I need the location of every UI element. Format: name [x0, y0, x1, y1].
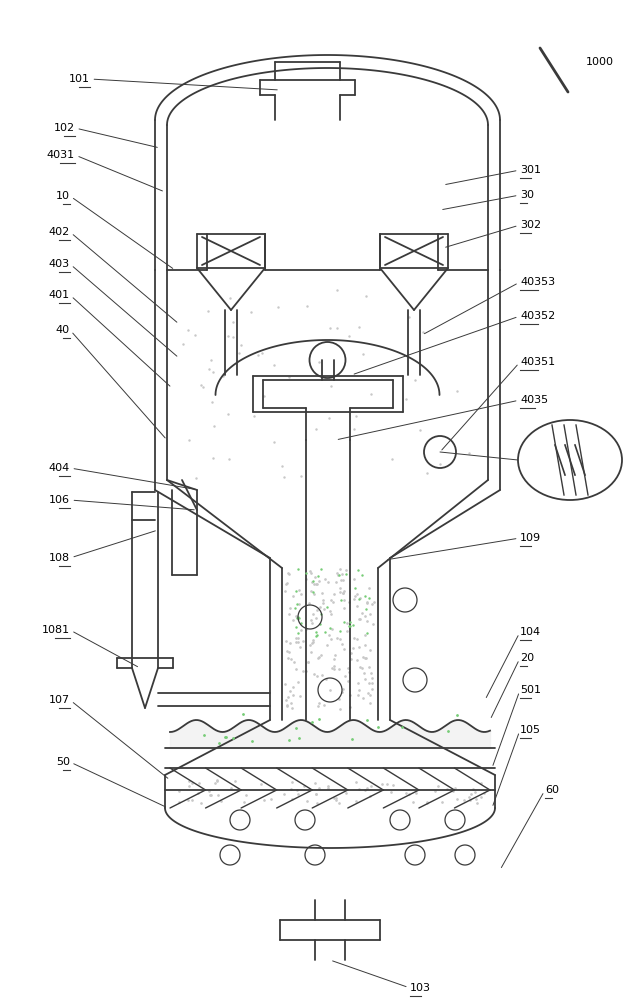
Text: 101: 101	[69, 74, 90, 84]
Text: 402: 402	[49, 227, 70, 237]
Text: 10: 10	[56, 191, 70, 201]
Text: 301: 301	[520, 165, 541, 175]
Text: 40353: 40353	[520, 277, 555, 287]
Text: 60: 60	[545, 785, 559, 795]
Text: 404: 404	[49, 463, 70, 473]
Text: 501: 501	[520, 685, 541, 695]
Text: 106: 106	[49, 495, 70, 505]
Text: 1000: 1000	[586, 57, 614, 67]
Text: 108: 108	[49, 553, 70, 563]
Text: 40: 40	[56, 325, 70, 335]
Text: 1081: 1081	[42, 625, 70, 635]
Text: 102: 102	[54, 123, 75, 133]
Ellipse shape	[518, 420, 622, 500]
Text: 20: 20	[520, 653, 534, 663]
Text: 103: 103	[410, 983, 431, 993]
Text: 107: 107	[49, 695, 70, 705]
Text: 40352: 40352	[520, 311, 556, 321]
Text: 109: 109	[520, 533, 541, 543]
Text: 104: 104	[520, 627, 541, 637]
Text: 40351: 40351	[520, 357, 555, 367]
Text: 4031: 4031	[47, 150, 75, 160]
Text: 50: 50	[56, 757, 70, 767]
Text: 401: 401	[49, 290, 70, 300]
Text: 302: 302	[520, 220, 541, 230]
Text: 4035: 4035	[520, 395, 548, 405]
Text: 30: 30	[520, 190, 534, 200]
Text: 403: 403	[49, 259, 70, 269]
Text: 105: 105	[520, 725, 541, 735]
